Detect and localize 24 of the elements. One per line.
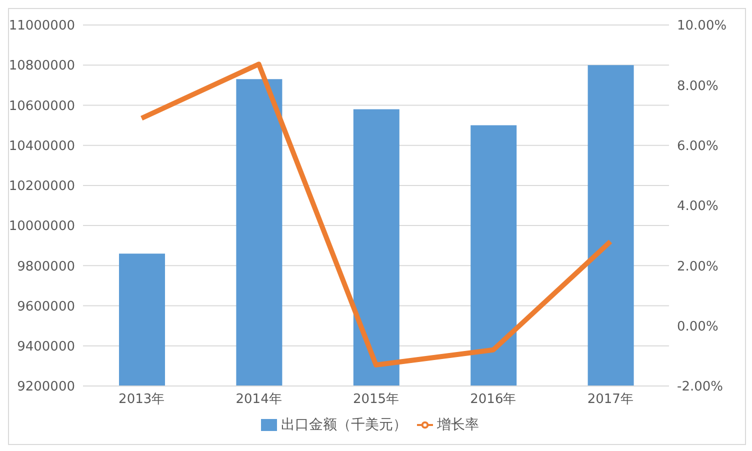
y2-tick-label: 8.00% [677,78,718,94]
y-tick-label: 11000000 [8,18,75,34]
y-tick-label: 10800000 [8,58,75,74]
y-tick-label: 10000000 [8,219,75,234]
y2-tick-label: 10.00% [677,18,727,34]
legend-label: 增长率 [437,417,479,433]
y-tick-label: 9800000 [17,259,75,274]
legend-label: 出口金额（千美元） [281,417,407,433]
y-tick-label: 10200000 [8,179,75,194]
y2-tick-label: 4.00% [677,199,718,214]
x-tick-label: 2014年 [236,392,282,408]
y-tick-label: 10600000 [8,98,75,114]
x-tick-label: 2015年 [352,392,400,408]
y2-tick-label: -2.00% [677,380,723,395]
x-tick-label: 2017年 [587,392,634,408]
y-tick-label: 9400000 [17,340,75,355]
y2-tick-label: 0.00% [677,319,718,334]
y-tick-label: 9600000 [17,299,75,314]
y2-tick-label: 6.00% [677,138,718,154]
y-tick-label: 9200000 [17,380,75,395]
y-tick-label: 10400000 [8,138,75,154]
x-tick-label: 2013年 [118,392,165,408]
y2-tick-label: 2.00% [677,259,718,274]
x-tick-label: 2016年 [470,392,516,408]
